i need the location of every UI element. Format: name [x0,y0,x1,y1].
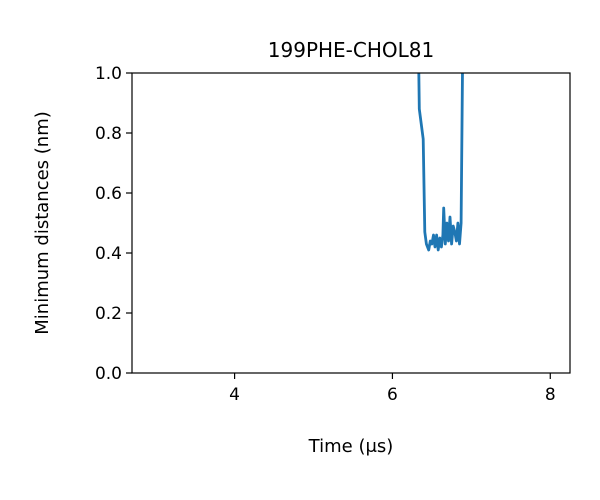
x-axis-ticks: 4 6 8 [229,373,556,405]
y-tick-label: 0.2 [95,304,122,324]
x-tick-label: 8 [545,385,556,405]
y-tick-label: 0.8 [95,124,122,144]
plot-area [417,73,464,252]
y-tick-label: 0.0 [95,364,122,384]
x-axis-label: Time (μs) [308,436,394,457]
x-tick-label: 6 [387,385,398,405]
y-axis-label: Minimum distances (nm) [32,111,53,335]
y-axis-ticks: 0.0 0.2 0.4 0.6 0.8 1.0 [95,64,132,384]
y-tick-label: 0.4 [95,244,122,264]
y-tick-label: 1.0 [95,64,122,84]
x-tick-label: 4 [229,385,240,405]
y-tick-label: 0.6 [95,184,122,204]
plot-frame [131,72,571,374]
series-line-0 [417,73,464,252]
chart-title: 199PHE-CHOL81 [268,38,434,62]
